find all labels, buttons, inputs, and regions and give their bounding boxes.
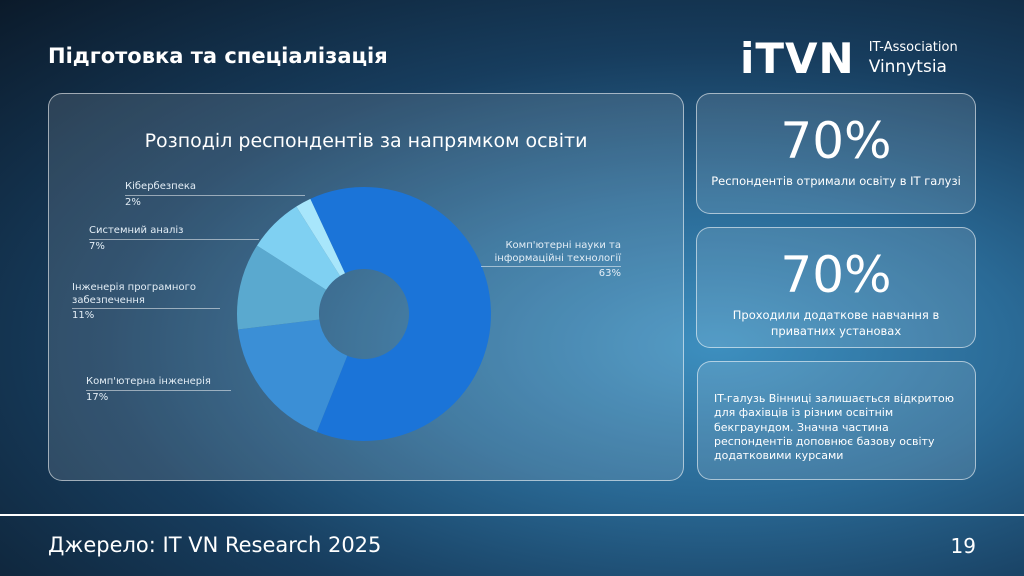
stat-card-1: 70% Респондентів отримали освіту в IT га… — [696, 93, 976, 214]
logo: iTVN IT-Association Vinnytsia — [740, 38, 958, 80]
label-cs-it: Комп'ютерні науки та інформаційні технол… — [481, 240, 621, 281]
footer-divider — [0, 514, 1024, 516]
stat-caption: Проходили додаткове навчання в приватних… — [732, 308, 940, 338]
donut-slice — [237, 245, 327, 330]
stat-card-2: 70% Проходили додаткове навчання в прива… — [696, 227, 976, 348]
stat-value: 70% — [780, 112, 892, 170]
donut-slice — [237, 319, 348, 432]
chart-card: Розподіл респондентів за напрямком освіт… — [48, 93, 684, 481]
donut-slice — [257, 206, 341, 290]
logo-mark: iTVN — [740, 34, 855, 83]
donut-slice — [310, 187, 492, 441]
logo-line1: IT-Association — [868, 39, 958, 55]
label-software-eng: Інженерія програмного забезпечення 11% — [72, 282, 220, 323]
donut-slice — [296, 198, 345, 276]
note-card: IT-галузь Вінниці залишається відкритою … — [697, 361, 976, 480]
logo-line2: Vinnytsia — [868, 57, 947, 78]
chart-title: Розподіл респондентів за напрямком освіт… — [144, 130, 588, 152]
label-cyber: Кібербезпека 2% — [125, 181, 305, 209]
page-title: Підготовка та спеціалізація — [48, 44, 388, 68]
label-comp-eng: Комп'ютерна інженерія 17% — [86, 376, 231, 404]
source-text: Джерело: IT VN Research 2025 — [48, 533, 382, 557]
page-number: 19 — [950, 534, 976, 558]
label-sysanalysis: Системний аналіз 7% — [89, 225, 259, 253]
stat-value: 70% — [780, 246, 892, 304]
stat-caption: Респондентів отримали освіту в IT галузі — [711, 174, 961, 188]
donut-chart — [237, 187, 492, 441]
